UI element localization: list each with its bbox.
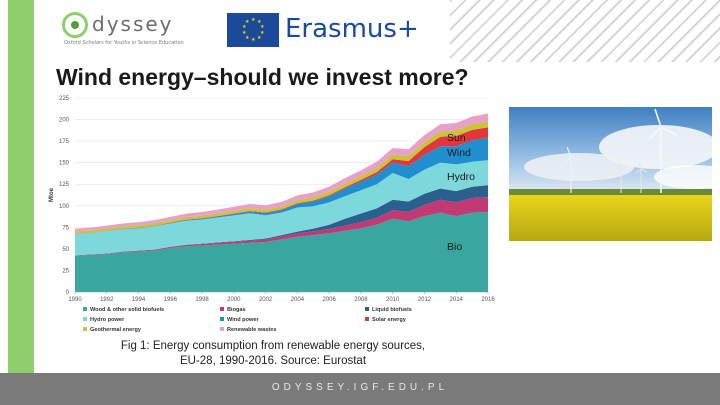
legend-label: Solar energy	[372, 317, 407, 323]
x-tick-label: 1990	[68, 297, 82, 303]
x-tick-label: 2000	[227, 297, 241, 303]
odyssey-logo: dyssey Oxford Scholars for Youths in Sci…	[62, 10, 212, 50]
series-area-hydro-power	[75, 160, 488, 256]
left-accent-inset	[0, 0, 8, 373]
series-area-solar-energy	[75, 127, 488, 234]
x-tick-label: 1998	[195, 297, 209, 303]
legend-label: Renewable wastes	[227, 327, 276, 333]
legend-label: Geothermal energy	[90, 327, 142, 333]
x-tick-label: 1992	[100, 297, 114, 303]
y-tick-label: 75	[62, 225, 69, 231]
eu-flag-icon: ★ ★ ★ ★ ★ ★ ★ ★ ★ ★	[227, 13, 279, 47]
series-area-wood-other-solid-biofuels	[75, 211, 488, 292]
y-tick-label: 50	[62, 247, 69, 253]
caption-line-2: EU-28, 1990-2016. Source: Eurostat	[179, 355, 367, 367]
x-tick-label: 1996	[164, 297, 178, 303]
y-tick-label: 125	[59, 182, 70, 188]
series-area-wind-power	[75, 137, 488, 234]
annotation-wind: Wind	[447, 147, 471, 159]
wind-turbine-photo	[509, 107, 712, 241]
legend-swatch	[220, 317, 224, 321]
x-tick-label: 2014	[450, 297, 464, 303]
annotation-bio: Bio	[447, 241, 462, 253]
series-area-liquid-biofuels	[75, 185, 488, 256]
y-tick-label: 150	[59, 161, 70, 167]
series-area-biogas	[75, 197, 488, 256]
annotation-hydro: Hydro	[447, 171, 475, 183]
y-tick-label: 175	[59, 139, 70, 145]
x-tick-label: 2004	[291, 297, 305, 303]
legend-swatch	[83, 327, 87, 331]
legend-swatch	[220, 307, 224, 311]
y-tick-label: 200	[59, 118, 70, 124]
legend-label: Liquid biofuels	[372, 307, 412, 313]
x-tick-label: 2012	[418, 297, 432, 303]
legend-swatch	[220, 327, 224, 331]
x-tick-label: 2008	[354, 297, 368, 303]
legend-label: Hydro power	[90, 317, 125, 323]
odyssey-logo-icon	[62, 12, 88, 38]
figure-caption: Fig 1: Energy consumption from renewable…	[88, 339, 458, 369]
legend-swatch	[365, 307, 369, 311]
footer-bar: ODYSSEY.IGF.EDU.PL	[0, 373, 720, 405]
y-axis-label: Mtoe	[49, 187, 55, 202]
erasmus-logo: ★ ★ ★ ★ ★ ★ ★ ★ ★ ★ Erasmus+	[227, 13, 419, 49]
x-tick-label: 2002	[259, 297, 273, 303]
caption-line-1: Fig 1: Energy consumption from renewable…	[120, 340, 426, 352]
y-tick-label: 0	[66, 290, 70, 296]
renewable-energy-area-chart: 0 25 50 75 100 125 150 175 200 225 Mtoe 1990 1992 199…	[49, 96, 495, 333]
legend-swatch	[83, 307, 87, 311]
x-tick-label: 2010	[386, 297, 400, 303]
footer-url: ODYSSEY.IGF.EDU.PL	[271, 382, 449, 393]
odyssey-logo-tagline: Oxford Scholars for Youths in Science Ed…	[64, 40, 184, 46]
corner-stripes	[450, 0, 720, 62]
x-tick-label: 2016	[481, 297, 495, 303]
x-tick-label: 2006	[322, 297, 336, 303]
y-tick-label: 25	[62, 268, 69, 274]
x-tick-label: 1994	[132, 297, 146, 303]
odyssey-logo-word: dyssey	[92, 12, 174, 36]
erasmus-label: Erasmus+	[285, 14, 419, 44]
legend-label: Wind power	[227, 317, 259, 323]
y-tick-label: 100	[59, 204, 70, 210]
annotation-sun: Sun	[447, 132, 466, 144]
legend-label: Wood & other solid biofuels	[90, 307, 164, 313]
legend-swatch	[83, 317, 87, 321]
legend-label: Biogas	[227, 307, 246, 313]
wind-turbine-photo-illustration	[509, 107, 712, 241]
slide-title: Wind energy–should we invest more?	[56, 64, 469, 90]
legend-swatch	[365, 317, 369, 321]
series-area-geothermal-energy	[75, 121, 488, 234]
series-area-renewable-wastes	[75, 113, 488, 232]
y-tick-label: 225	[59, 96, 70, 102]
